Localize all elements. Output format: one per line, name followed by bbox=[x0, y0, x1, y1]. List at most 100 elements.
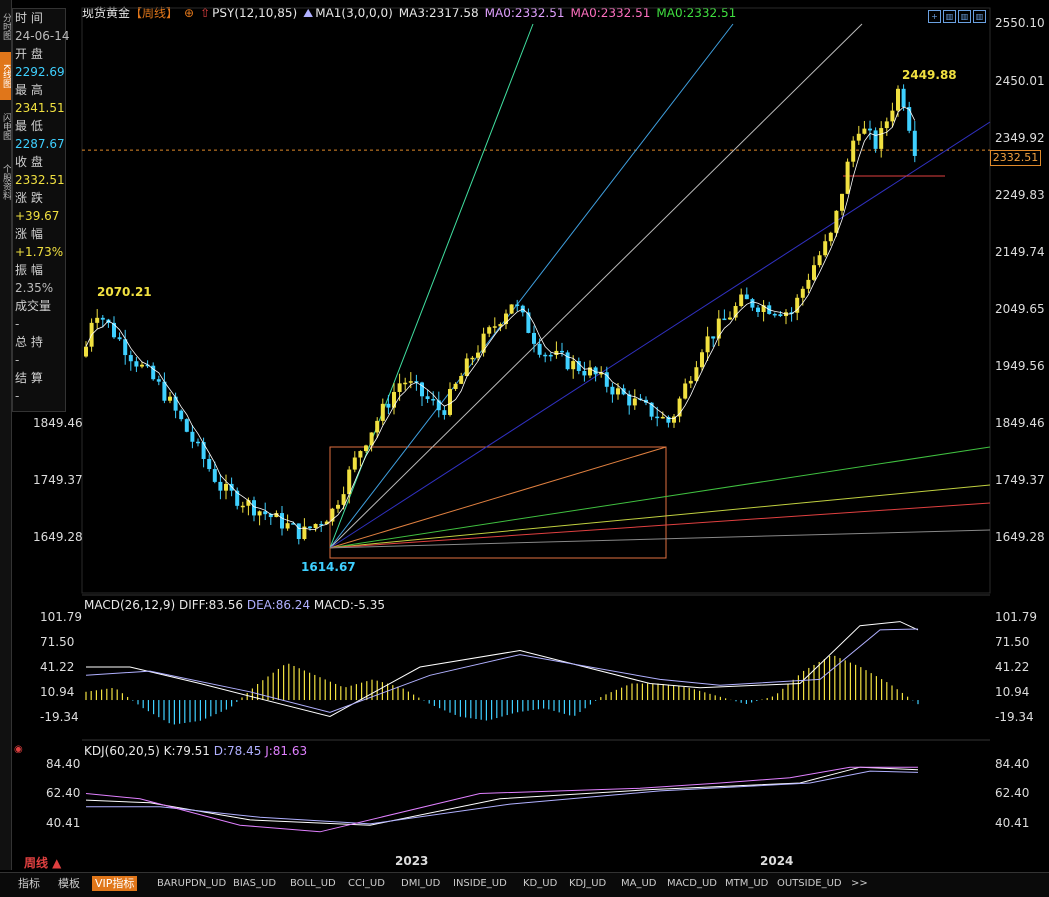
gann-fan-line bbox=[329, 446, 667, 549]
x-axis-label-2024: 2024 bbox=[760, 854, 794, 868]
candle-body bbox=[823, 241, 828, 256]
tab-barupdn[interactable]: BARUPDN_UD bbox=[157, 878, 227, 889]
candle-body bbox=[576, 361, 581, 371]
candle-body bbox=[856, 133, 861, 141]
macd-axis-label: -19.34 bbox=[995, 710, 1034, 724]
tab-indicator[interactable]: 指标 bbox=[18, 877, 40, 890]
kdj-d-line bbox=[86, 770, 919, 825]
kdj-k: K:79.51 bbox=[163, 744, 210, 758]
tab-kline[interactable]: K线图 bbox=[0, 52, 11, 100]
candle-body bbox=[800, 288, 805, 298]
candle-body bbox=[526, 312, 531, 333]
candle-body bbox=[436, 400, 441, 411]
gann-fan-line bbox=[329, 529, 991, 549]
settings-icon[interactable]: ⊕ bbox=[184, 6, 195, 20]
candle-body bbox=[252, 500, 256, 516]
candle-body bbox=[582, 370, 587, 376]
price-axis-label: 2149.74 bbox=[995, 245, 1045, 259]
candle-body bbox=[907, 107, 912, 131]
candle-body bbox=[515, 304, 520, 306]
kdj-axis-left-label: 84.40 bbox=[46, 757, 81, 771]
info-label-amplitude: 振 幅 bbox=[15, 263, 43, 277]
ma0-label-a: MA0:2332.51 bbox=[484, 6, 565, 20]
gann-fan-line bbox=[329, 23, 863, 549]
candle-body bbox=[397, 383, 402, 392]
price-axis-label: 1849.46 bbox=[995, 416, 1045, 430]
tab-kd[interactable]: KD_UD bbox=[523, 878, 558, 889]
candle-body bbox=[162, 381, 167, 401]
price-axis-label: 1949.56 bbox=[995, 359, 1045, 373]
candle-body bbox=[134, 361, 139, 367]
candle-body bbox=[672, 416, 676, 423]
candle-body bbox=[364, 445, 368, 452]
candle-body bbox=[184, 419, 189, 432]
tab-flash-chart[interactable]: 闪电图 bbox=[1, 112, 11, 140]
info-value-amplitude: 2.35% bbox=[15, 281, 54, 295]
candle-body bbox=[722, 318, 727, 321]
candle-body bbox=[543, 354, 548, 357]
tab-boll[interactable]: BOLL_UD bbox=[290, 878, 336, 889]
candle-body bbox=[890, 110, 895, 122]
tab-kdj[interactable]: KDJ_UD bbox=[569, 878, 607, 889]
quote-info-panel: 时 间 24-06-14 开 盘 2292.69 最 高 2341.51 最 低… bbox=[12, 8, 69, 412]
period-label[interactable]: 【周线】 bbox=[130, 6, 179, 20]
record-icon[interactable]: ◉ bbox=[14, 744, 23, 755]
tab-cci[interactable]: CCI_UD bbox=[348, 878, 385, 889]
candle-body bbox=[123, 339, 128, 356]
candle-body bbox=[369, 432, 374, 446]
tab-ma[interactable]: MA_UD bbox=[621, 878, 657, 889]
tab-dmi[interactable]: DMI_UD bbox=[401, 878, 441, 889]
kdj-axis-left-label: 62.40 bbox=[46, 786, 81, 800]
tab-template[interactable]: 模板 bbox=[58, 877, 80, 890]
tab-bias[interactable]: BIAS_UD bbox=[233, 878, 277, 889]
candle-body bbox=[532, 332, 536, 344]
price-axis-left-label: 1849.46 bbox=[33, 416, 83, 430]
gann-fan-line bbox=[329, 23, 534, 549]
candle-body bbox=[280, 513, 284, 529]
layout-3-icon[interactable]: ▥ bbox=[973, 10, 986, 23]
macd-axis-label: 41.22 bbox=[995, 660, 1030, 674]
info-value-low: 2287.67 bbox=[15, 137, 65, 151]
layout-1-icon[interactable]: ▥ bbox=[943, 10, 956, 23]
tab-mtm[interactable]: MTM_UD bbox=[725, 878, 769, 889]
layout-2-icon[interactable]: ▥ bbox=[958, 10, 971, 23]
crosshair-icon[interactable]: + bbox=[928, 10, 941, 23]
candle-body bbox=[901, 88, 906, 108]
candle-body bbox=[744, 294, 749, 300]
tab-inside[interactable]: INSIDE_UD bbox=[453, 878, 507, 889]
kdj-axis-left-label: 40.41 bbox=[46, 816, 81, 830]
candle-body bbox=[358, 451, 363, 458]
info-value-change-pct: +1.73% bbox=[15, 245, 64, 259]
candle-body bbox=[308, 526, 312, 529]
price-panel-frame bbox=[81, 7, 991, 594]
symbol-name: 现货黄金 bbox=[82, 6, 131, 20]
tab-macd[interactable]: MACD_UD bbox=[667, 878, 717, 889]
gann-fan-line bbox=[329, 502, 991, 549]
candle-body bbox=[828, 232, 833, 242]
more-tabs-button[interactable]: >> bbox=[851, 878, 868, 889]
gann-box bbox=[329, 446, 667, 559]
candle-body bbox=[733, 306, 738, 318]
period-selector[interactable]: 周线 ▲ bbox=[24, 856, 62, 870]
candle-body bbox=[296, 523, 301, 540]
macd-title: MACD(26,12,9) bbox=[84, 598, 176, 612]
tab-timeshare[interactable]: 分时图 bbox=[1, 12, 11, 40]
candle-body bbox=[912, 130, 917, 156]
tab-outside[interactable]: OUTSIDE_UD bbox=[777, 878, 842, 889]
candle-body bbox=[442, 410, 447, 415]
info-value-open: 2292.69 bbox=[15, 65, 65, 79]
candle-body bbox=[84, 346, 88, 357]
candle-body bbox=[336, 504, 340, 509]
left-high-annotation: 2070.21 bbox=[97, 285, 152, 299]
candle-body bbox=[459, 375, 464, 384]
tab-vip-indicator[interactable]: VIP指标 bbox=[92, 876, 138, 891]
candle-body bbox=[257, 511, 262, 516]
candle-body bbox=[274, 513, 279, 518]
indicator-tab-bar: 指标 模板 VIP指标 BARUPDN_UD BIAS_UD BOLL_UD C… bbox=[0, 872, 1049, 897]
macd-axis-label: 101.79 bbox=[995, 610, 1037, 624]
tab-stock-info[interactable]: 个股资料 bbox=[1, 164, 11, 200]
candle-body bbox=[627, 394, 632, 406]
candle-body bbox=[117, 337, 122, 340]
